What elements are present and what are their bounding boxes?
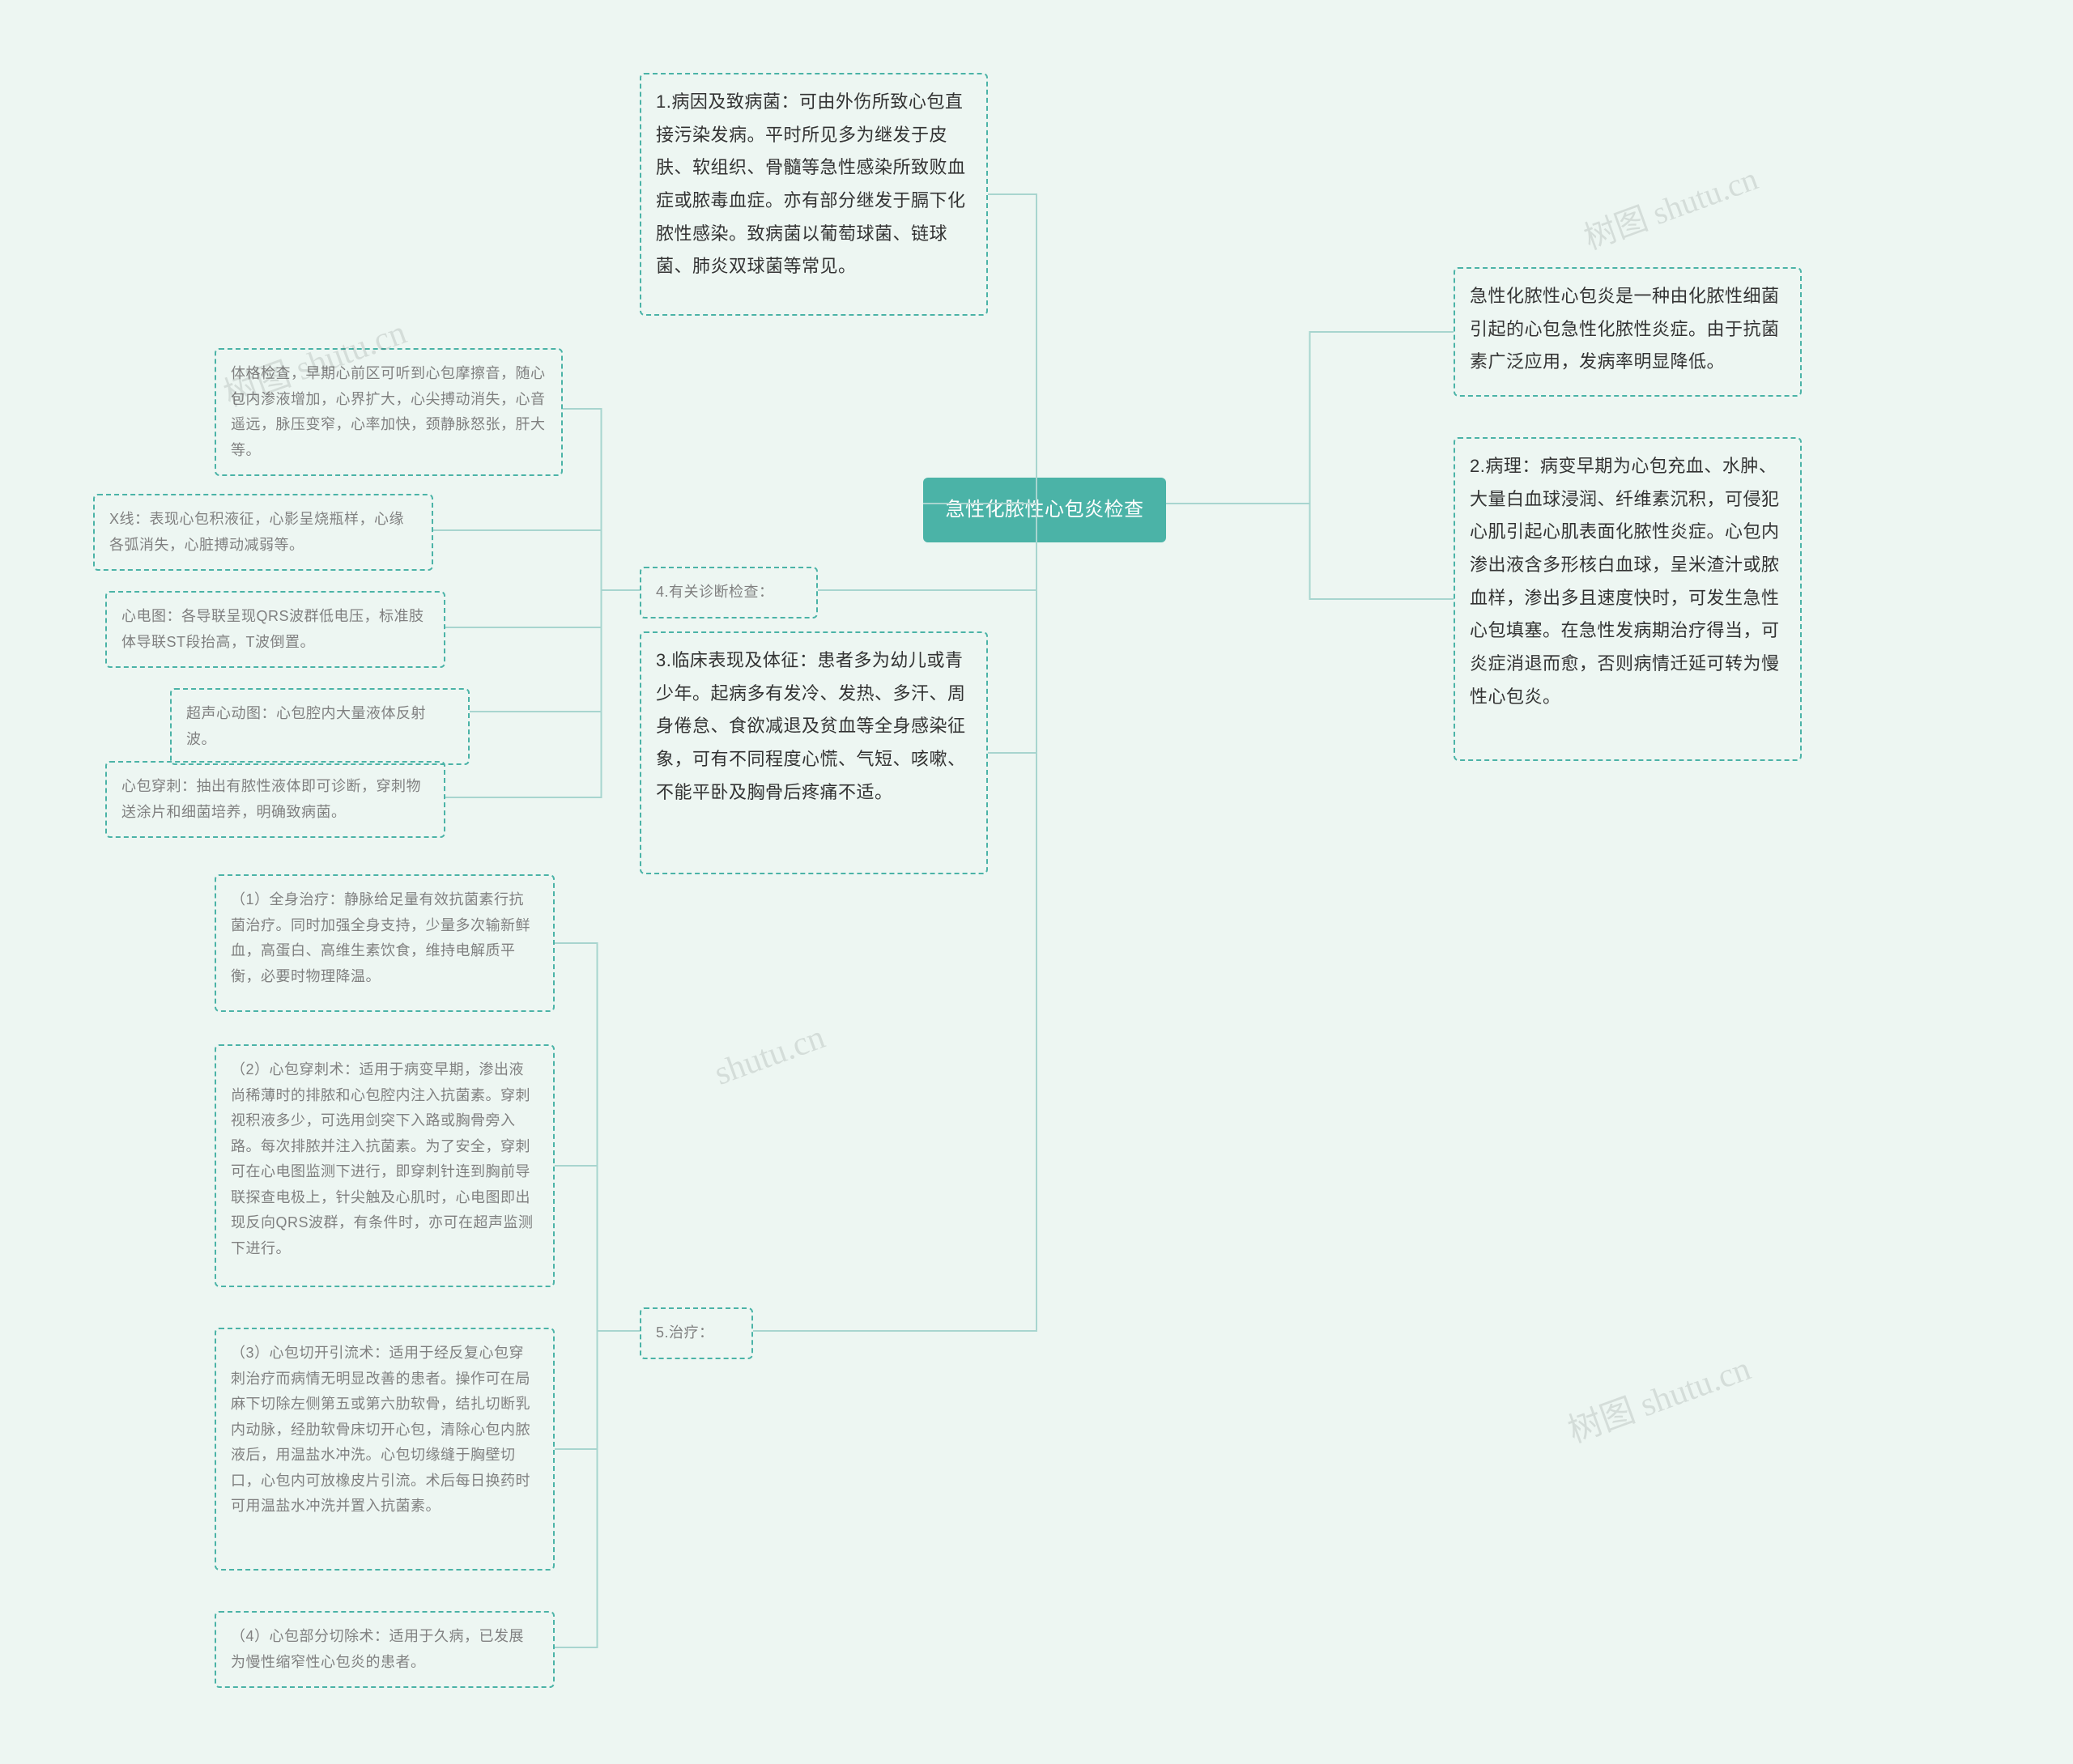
node-root: 急性化脓性心包炎检查 bbox=[923, 478, 1166, 542]
node-l4c: （3）心包切开引流术：适用于经反复心包穿刺治疗而病情无明显改善的患者。操作可在局… bbox=[215, 1328, 555, 1571]
node-l3b: X线：表现心包积液征，心影呈烧瓶样，心缘各弧消失，心脏搏动减弱等。 bbox=[93, 494, 433, 571]
node-r1: 急性化脓性心包炎是一种由化脓性细菌引起的心包急性化脓性炎症。由于抗菌素广泛应用，… bbox=[1454, 267, 1802, 397]
node-l3c: 心电图：各导联呈现QRS波群低电压，标准肢体导联ST段抬高，T波倒置。 bbox=[105, 591, 445, 668]
node-r2: 2.病理：病变早期为心包充血、水肿、大量白血球浸润、纤维素沉积，可侵犯心肌引起心… bbox=[1454, 437, 1802, 761]
node-l2: 3.临床表现及体征：患者多为幼儿或青少年。起病多有发冷、发热、多汗、周身倦怠、食… bbox=[640, 631, 988, 874]
node-l3a: 体格检查，早期心前区可听到心包摩擦音，随心包内渗液增加，心界扩大，心尖搏动消失，… bbox=[215, 348, 563, 476]
watermark-3: 树图 shutu.cn bbox=[1577, 152, 1764, 258]
node-l3d: 超声心动图：心包腔内大量液体反射波。 bbox=[170, 688, 470, 765]
watermark-2: 树图 shutu.cn bbox=[1560, 1341, 1756, 1453]
node-l1: 1.病因及致病菌：可由外伤所致心包直接污染发病。平时所见多为继发于皮肤、软组织、… bbox=[640, 73, 988, 316]
node-l4a: （1）全身治疗：静脉给足量有效抗菌素行抗菌治疗。同时加强全身支持，少量多次输新鲜… bbox=[215, 874, 555, 1012]
mindmap-canvas: 急性化脓性心包炎检查 急性化脓性心包炎是一种由化脓性细菌引起的心包急性化脓性炎症。… bbox=[0, 0, 2073, 1764]
node-l3e: 心包穿刺：抽出有脓性液体即可诊断，穿刺物送涂片和细菌培养，明确致病菌。 bbox=[105, 761, 445, 838]
watermark-1: shutu.cn bbox=[709, 1018, 830, 1093]
node-l4: 5.治疗： bbox=[640, 1307, 753, 1359]
node-l4d: （4）心包部分切除术：适用于久病，已发展为慢性缩窄性心包炎的患者。 bbox=[215, 1611, 555, 1688]
node-l3: 4.有关诊断检查： bbox=[640, 567, 818, 618]
node-l4b: （2）心包穿刺术：适用于病变早期，渗出液尚稀薄时的排脓和心包腔内注入抗菌素。穿刺… bbox=[215, 1044, 555, 1287]
